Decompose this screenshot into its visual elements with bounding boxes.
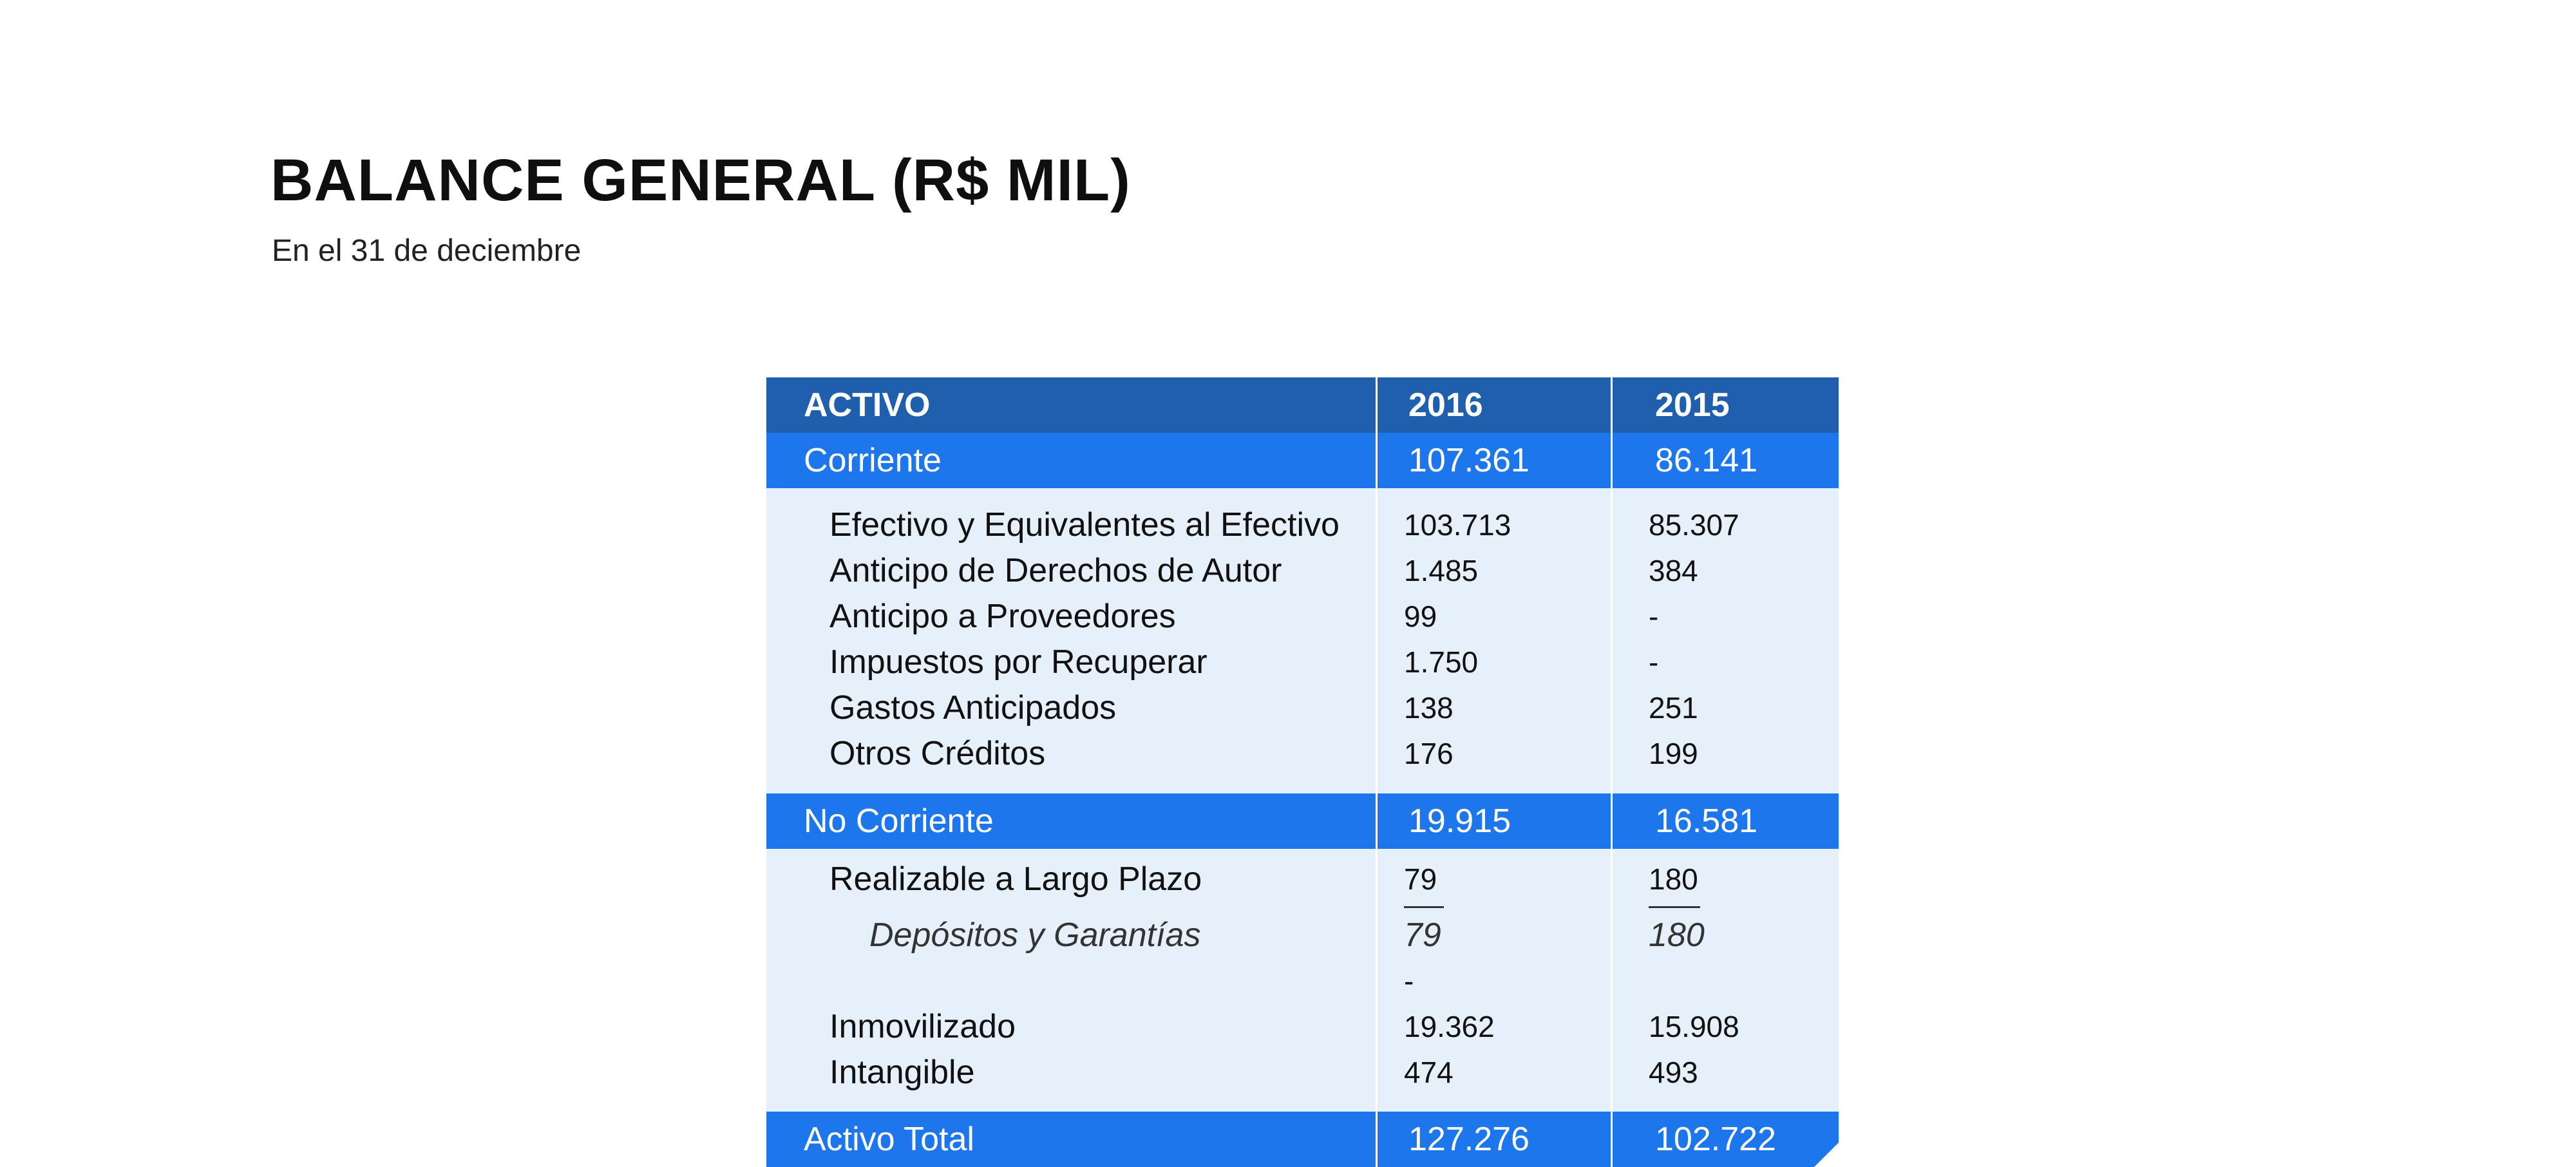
row-label: Inmovilizado	[829, 1008, 1016, 1045]
row-value-2015: -	[1649, 600, 1659, 633]
total-row: Activo Total 127.276 102.722	[766, 1112, 1839, 1167]
section-row-no-corriente: No Corriente 19.915 16.581	[766, 793, 1839, 849]
row-label: Anticipo de Derechos de Autor	[829, 552, 1282, 589]
row-value-2015: 199	[1649, 737, 1698, 770]
row-value-2016: -	[1404, 964, 1414, 998]
row-value-2016: 79	[1404, 862, 1437, 896]
section-body-no-corriente: Realizable a Largo Plazo 79 180 Depósito…	[766, 849, 1839, 1112]
table-row: Intangible 474 493	[766, 1050, 1839, 1096]
table-row: Realizable a Largo Plazo 79 180	[766, 857, 1839, 902]
row-value-2016: 474	[1404, 1056, 1454, 1089]
row-value-2016: 79	[1404, 916, 1441, 954]
table-row: Depósitos y Garantías 79 180	[766, 913, 1839, 958]
row-value-2015: 493	[1649, 1056, 1698, 1089]
row-label: Efectivo y Equivalentes al Efectivo	[829, 506, 1340, 544]
table-row: Anticipo de Derechos de Autor 1.485 384	[766, 548, 1839, 594]
section-value-2015: 16.581	[1655, 802, 1758, 840]
table-row: Inmovilizado 19.362 15.908	[766, 1004, 1839, 1050]
table-row: Anticipo a Proveedores 99 -	[766, 594, 1839, 640]
row-value-2016: 1.750	[1404, 645, 1479, 679]
row-label: Depósitos y Garantías	[869, 916, 1201, 954]
row-value-2016: 176	[1404, 737, 1454, 770]
row-value-2016: 103.713	[1404, 508, 1511, 542]
table-row: Efectivo y Equivalentes al Efectivo 103.…	[766, 502, 1839, 548]
page-title: BALANCE GENERAL (R$ MIL)	[270, 147, 1131, 213]
row-value-2016: 138	[1404, 691, 1454, 725]
section-row-corriente: Corriente 107.361 86.141	[766, 433, 1839, 488]
total-label: Activo Total	[804, 1121, 974, 1158]
table-header-row: ACTIVO 2016 2015	[766, 377, 1839, 433]
table-row: Impuestos por Recuperar 1.750 -	[766, 640, 1839, 685]
row-value-2015: 251	[1649, 691, 1698, 725]
row-label: Realizable a Largo Plazo	[829, 860, 1202, 898]
row-value-2015: 180	[1649, 916, 1705, 954]
row-value-2016: 99	[1404, 600, 1437, 633]
section-value-2015: 86.141	[1655, 442, 1758, 479]
header-year-2015: 2015	[1655, 386, 1730, 424]
row-value-2015: 180	[1649, 862, 1698, 896]
section-value-2016: 19.915	[1408, 802, 1511, 840]
folded-corner	[1814, 1143, 1839, 1167]
row-value-2015: -	[1649, 645, 1659, 679]
row-label: Otros Créditos	[829, 735, 1046, 772]
header-activo: ACTIVO	[804, 386, 931, 424]
row-label: Anticipo a Proveedores	[829, 598, 1176, 635]
subtotal-underline-2015	[1649, 906, 1700, 908]
subtotal-underline-2016	[1404, 906, 1444, 908]
section-label: Corriente	[804, 442, 942, 479]
table-row: -	[766, 958, 1839, 1004]
row-label: Intangible	[829, 1054, 975, 1091]
row-label: Impuestos por Recuperar	[829, 643, 1208, 681]
balance-table: ACTIVO 2016 2015 Corriente 107.361 86.14…	[766, 377, 1839, 1167]
row-value-2015: 85.307	[1649, 508, 1739, 542]
row-value-2016: 19.362	[1404, 1010, 1495, 1043]
section-label: No Corriente	[804, 802, 994, 840]
total-value-2015: 102.722	[1655, 1121, 1776, 1158]
row-value-2015: 15.908	[1649, 1010, 1739, 1043]
table-row: Gastos Anticipados 138 251	[766, 685, 1839, 731]
header-year-2016: 2016	[1408, 386, 1483, 424]
row-value-2015: 384	[1649, 554, 1698, 587]
page-subtitle: En el 31 de deciembre	[272, 234, 582, 268]
section-body-corriente: Efectivo y Equivalentes al Efectivo 103.…	[766, 488, 1839, 793]
total-value-2016: 127.276	[1408, 1121, 1530, 1158]
section-value-2016: 107.361	[1408, 442, 1530, 479]
row-label: Gastos Anticipados	[829, 689, 1117, 726]
table-row: Otros Créditos 176 199	[766, 731, 1839, 777]
row-value-2016: 1.485	[1404, 554, 1479, 587]
